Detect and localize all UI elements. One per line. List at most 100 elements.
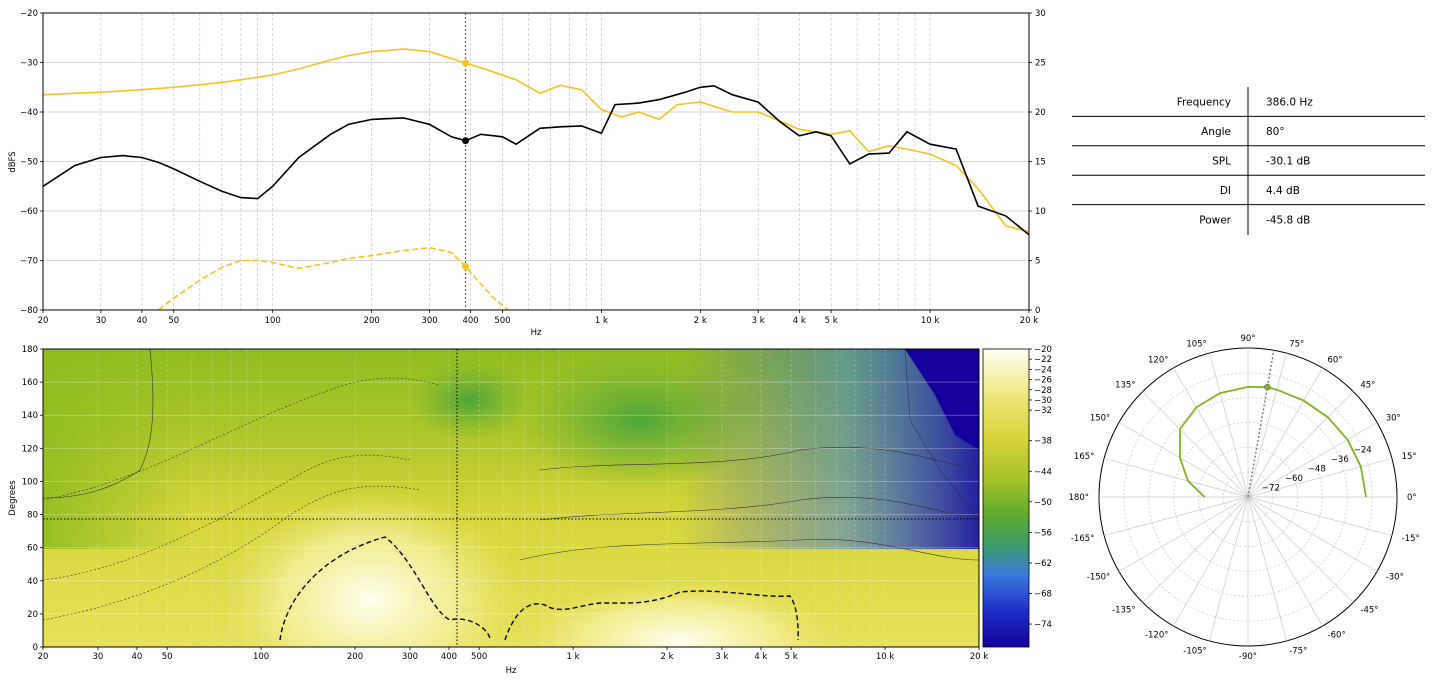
heatmap-x-tick-label: 300	[402, 652, 418, 662]
polar-grid	[1098, 347, 1398, 647]
info-label-angle: Angle	[1201, 126, 1231, 138]
heatmap-contour-1	[43, 377, 441, 501]
polar-spoke	[1247, 496, 1393, 536]
top-y2-tick-label: 10	[1035, 207, 1046, 217]
polar-series-line	[1178, 385, 1367, 498]
polar-angle-label: 0°	[1407, 493, 1417, 503]
polar-spoke	[1173, 367, 1249, 498]
polar-radial-label: −72	[1262, 484, 1280, 494]
heatmap-y-ticks: 180 160 140 120 100 80 60 40 20 0	[22, 345, 43, 653]
heatmap-x-tick-label: 200	[347, 652, 363, 662]
heatmap-grid	[42, 349, 980, 647]
top-x-tick-label: 500	[494, 316, 510, 326]
polar-angle-label: -75°	[1289, 647, 1307, 657]
polar-radial-label: −36	[1331, 455, 1349, 465]
info-table-rows: Frequency 386.0 Hz Angle 80° SPL -30.1 dB DI 4.…	[1072, 97, 1425, 226]
polar-angle-label: 15°	[1402, 452, 1417, 462]
heatmap-contour-dashed-1	[279, 536, 491, 641]
polar-angle-label: 105°	[1186, 339, 1206, 349]
heatmap-field	[43, 349, 979, 647]
top-y2-ticks: 30 25 20 15 10 5 0	[1029, 9, 1046, 316]
heatmap-y-tick-label: 0	[33, 643, 38, 653]
top-y2-tick-label: 20	[1035, 108, 1046, 118]
colorbar-tick-label: −50	[1034, 498, 1052, 508]
top-x-tick-label: 2 k	[694, 316, 707, 326]
series-line-power	[43, 84, 1029, 236]
polar-spoke	[1247, 496, 1378, 572]
polar-series	[1178, 350, 1367, 498]
colorbar-tick-label: −26	[1034, 376, 1052, 386]
top-x-tick-label: 400	[462, 316, 478, 326]
polar-angle-label: 90°	[1240, 334, 1255, 344]
polar-angle-label: 165°	[1074, 452, 1094, 462]
top-y2-tick-label: 0	[1035, 306, 1040, 316]
top-y2-tick-label: 15	[1035, 158, 1046, 168]
colorbar-tick-label: −44	[1034, 467, 1052, 477]
polar-spoke	[1247, 458, 1393, 498]
polar-angle-label: -150°	[1087, 573, 1111, 583]
info-label-di: DI	[1220, 185, 1231, 197]
top-y2-tick-label: 30	[1035, 9, 1046, 19]
heatmap-x-tick-label: 10 k	[876, 652, 895, 662]
heatmap-x-tick-label: 2 k	[660, 652, 673, 662]
top-y-tick-label: −50	[20, 158, 38, 168]
polar-angle-label: -135°	[1112, 605, 1136, 615]
top-x-tick-label: 10 k	[921, 316, 940, 326]
info-label-power: Power	[1199, 214, 1231, 226]
polar-plot: 90° 75° 60° 45° 30° 15° 0° -15° -30° -45° -60° -75°…	[1069, 334, 1420, 662]
heatmap-hot-region-2	[520, 580, 840, 647]
colorbar-gradient	[982, 348, 1030, 648]
polar-spoke	[1247, 496, 1287, 642]
colorbar-tick-label: −68	[1034, 590, 1052, 600]
heatmap-contour-3	[43, 485, 421, 621]
top-x-tick-label: 300	[421, 316, 437, 326]
polar-spoke	[1247, 352, 1287, 498]
top-x-tick-label: 20 k	[1020, 316, 1039, 326]
cursor-point-di	[462, 262, 470, 270]
heatmap-x-tick-label: 20 k	[970, 652, 989, 662]
cursor-point-spl	[462, 59, 470, 67]
polar-spoke	[1103, 458, 1249, 498]
heatmap-x-tick-label: 40	[132, 652, 143, 662]
top-x-axis-label: Hz	[531, 328, 542, 338]
heatmap-y-tick-label: 120	[22, 444, 38, 454]
heatmap-x-tick-label: 20	[38, 652, 49, 662]
heatmap-x-tick-label: 5 k	[785, 652, 798, 662]
polar-cursor-point	[1264, 383, 1271, 391]
colorbar-tick-label: −28	[1034, 386, 1052, 396]
colorbar-tick-label: −24	[1034, 365, 1052, 375]
polar-spoke	[1247, 367, 1323, 498]
top-y-tick-label: −80	[20, 306, 38, 316]
info-table: Frequency 386.0 Hz Angle 80° SPL -30.1 dB DI 4.…	[1072, 87, 1425, 235]
polar-cursor-line	[1247, 350, 1275, 498]
info-value-spl: -30.1 dB	[1266, 156, 1310, 168]
polar-angle-label: 135°	[1115, 381, 1135, 391]
top-x-tick-label: 1 k	[595, 316, 608, 326]
top-y2-tick-label: 25	[1035, 59, 1046, 69]
polar-radial-label: −60	[1285, 474, 1303, 484]
info-label-spl: SPL	[1212, 156, 1231, 168]
top-x-tick-label: 3 k	[752, 316, 765, 326]
heatmap-x-tick-label: 1 k	[567, 652, 580, 662]
polar-angle-label: -15°	[1402, 534, 1420, 544]
polar-angle-label: 45°	[1360, 381, 1375, 391]
heatmap-contour-right	[904, 349, 979, 647]
colorbar-tick-label: −20	[1034, 345, 1052, 355]
heatmap-green-region-1	[410, 360, 530, 440]
polar-spoke	[1142, 496, 1249, 603]
top-y-tick-label: −60	[20, 207, 38, 217]
heatmap-x-tick-label: 3 k	[715, 652, 728, 662]
heatmap-hot-region-1	[220, 490, 520, 647]
polar-angle-label: 120°	[1148, 355, 1168, 365]
polar-spoke	[1247, 496, 1323, 627]
top-series	[43, 13, 1029, 310]
heatmap-y-axis-label: Degrees	[8, 480, 18, 516]
polar-angle-label: -90°	[1239, 652, 1257, 662]
info-value-angle: 80°	[1266, 126, 1285, 138]
heatmap-y-tick-label: 140	[22, 411, 38, 421]
heatmap-x-tick-label: 4 k	[754, 652, 767, 662]
top-y2-tick-label: 5	[1035, 257, 1040, 267]
polar-spoke	[1247, 496, 1354, 603]
